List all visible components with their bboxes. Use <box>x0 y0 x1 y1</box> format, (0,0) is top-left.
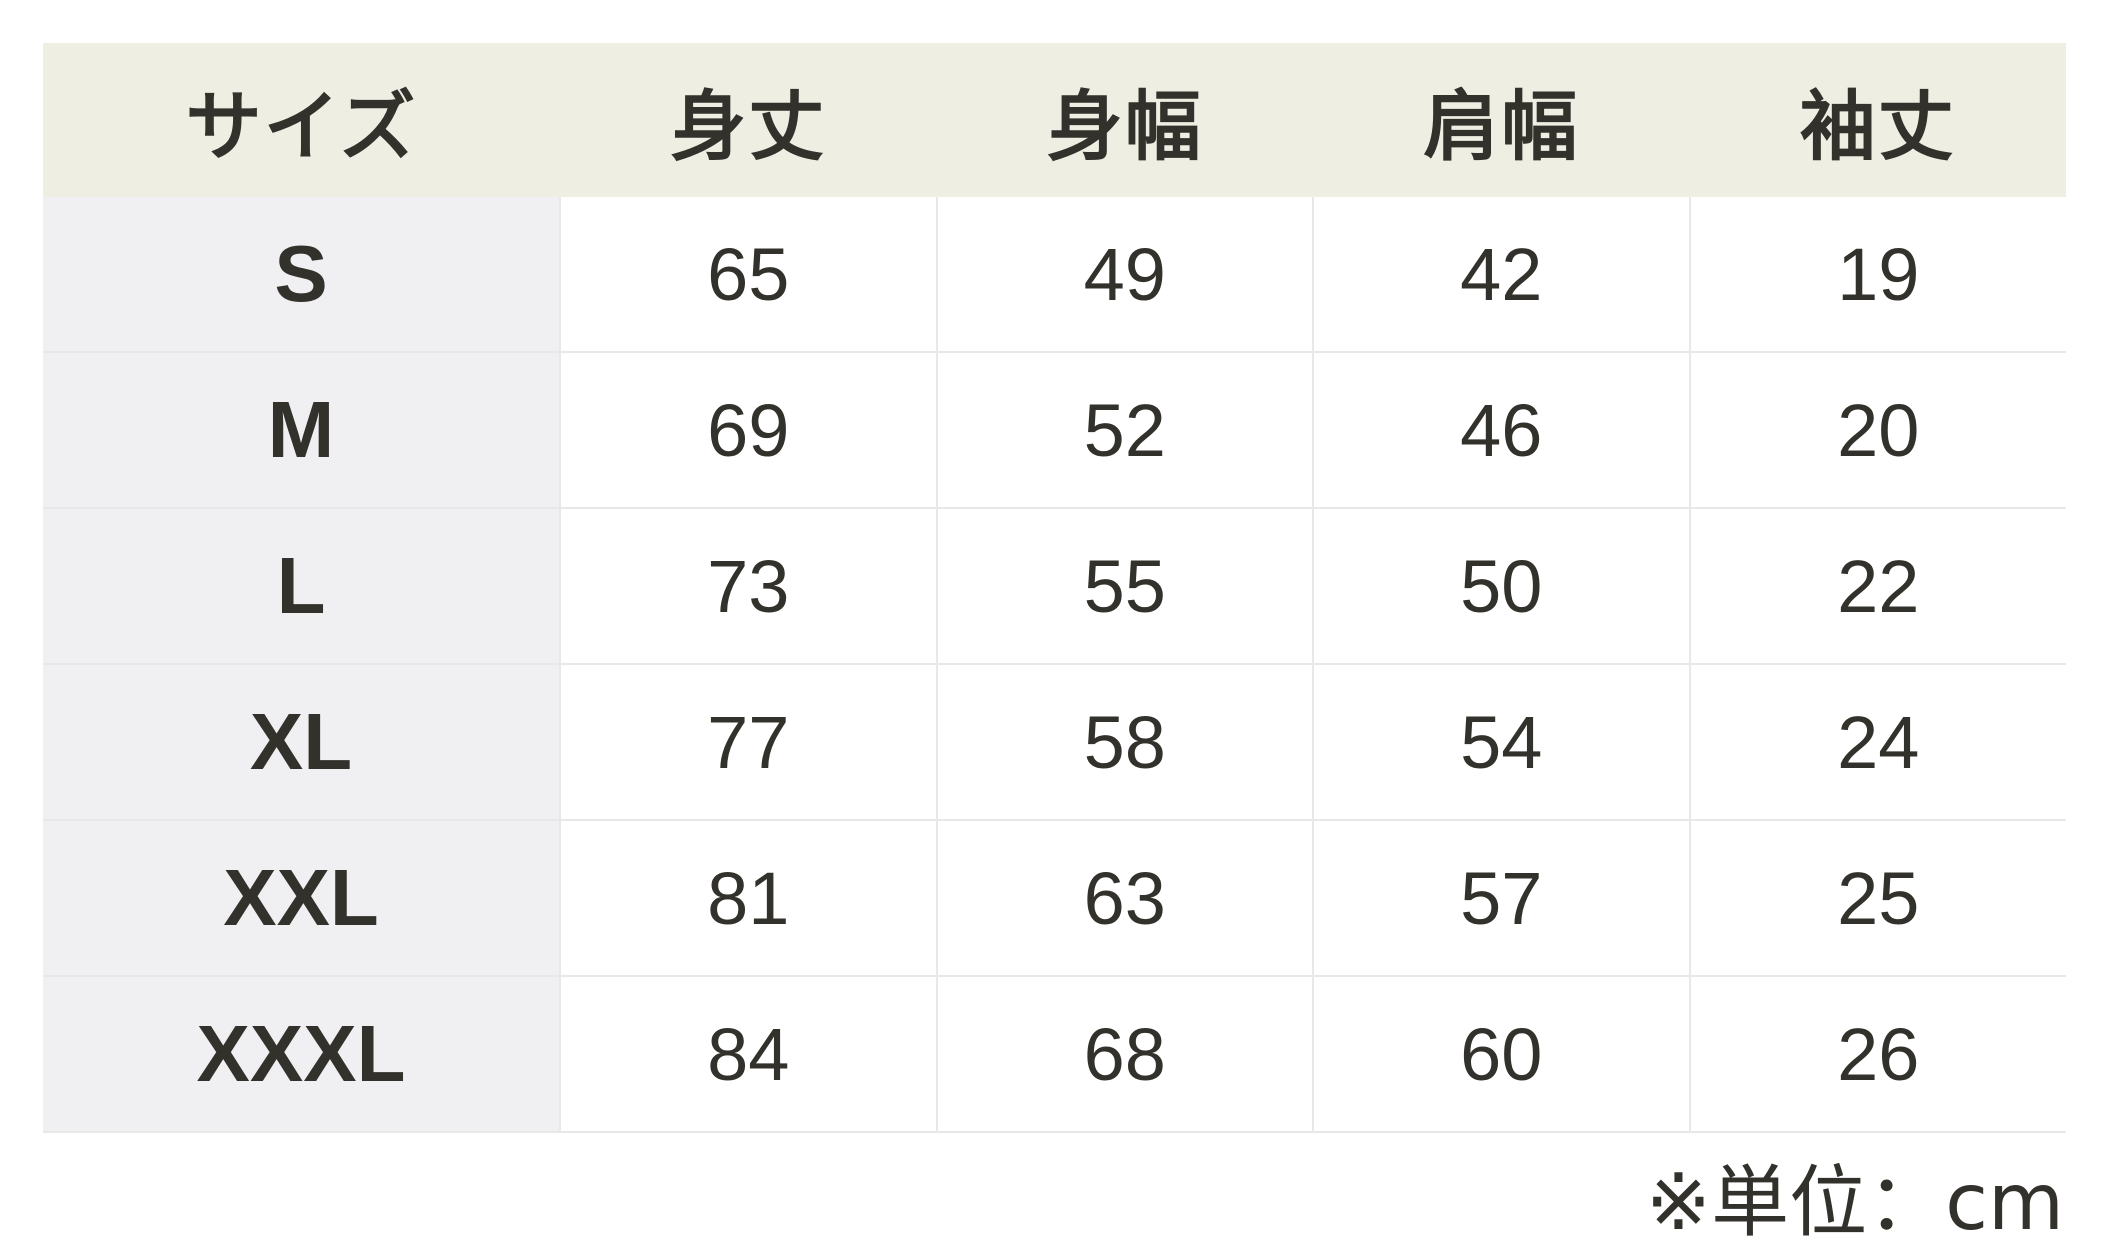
measurement-cell: 50 <box>1312 508 1690 665</box>
measurement-cell: 24 <box>1688 664 2066 821</box>
measurement-cell: 81 <box>559 820 937 977</box>
table-row: L 73 55 50 22 <box>43 508 2066 665</box>
measurement-cell: 19 <box>1688 197 2066 353</box>
size-label: XL <box>43 664 560 821</box>
measurement-cell: 84 <box>559 976 937 1133</box>
size-label: L <box>43 508 560 665</box>
measurement-cell: 69 <box>559 352 937 509</box>
size-label: S <box>43 197 560 353</box>
measurement-cell: 20 <box>1688 352 2066 509</box>
measurement-cell: 52 <box>935 352 1313 509</box>
table-row: S 65 49 42 19 <box>43 197 2066 353</box>
measurement-cell: 68 <box>935 976 1313 1133</box>
measurement-cell: 58 <box>935 664 1313 821</box>
unit-note: ※単位：cm <box>1645 1158 2064 1248</box>
table-row: XXXL 84 68 60 26 <box>43 976 2066 1133</box>
measurement-cell: 22 <box>1688 508 2066 665</box>
measurement-cell: 55 <box>935 508 1313 665</box>
measurement-cell: 73 <box>559 508 937 665</box>
measurement-cell: 60 <box>1312 976 1690 1133</box>
measurement-cell: 26 <box>1688 976 2066 1133</box>
header-size: サイズ <box>43 43 560 197</box>
table-row: XL 77 58 54 24 <box>43 664 2066 821</box>
measurement-cell: 25 <box>1688 820 2066 977</box>
size-chart-table: サイズ 身丈 身幅 肩幅 袖丈 S 65 49 42 19 M 69 52 46 20 L 73 55 5… <box>43 43 2066 1133</box>
measurement-cell: 49 <box>935 197 1313 353</box>
header-length: 身丈 <box>560 43 937 197</box>
header-width: 身幅 <box>936 43 1313 197</box>
table-row: XXL 81 63 57 25 <box>43 820 2066 977</box>
measurement-cell: 77 <box>559 664 937 821</box>
table-row: M 69 52 46 20 <box>43 352 2066 509</box>
size-label: XXL <box>43 820 560 977</box>
measurement-cell: 65 <box>559 197 937 353</box>
header-row: サイズ 身丈 身幅 肩幅 袖丈 <box>43 43 2066 197</box>
header-shoulder: 肩幅 <box>1313 43 1690 197</box>
measurement-cell: 46 <box>1312 352 1690 509</box>
measurement-cell: 42 <box>1312 197 1690 353</box>
measurement-cell: 54 <box>1312 664 1690 821</box>
size-label: M <box>43 352 560 509</box>
size-label: XXXL <box>43 976 560 1133</box>
measurement-cell: 57 <box>1312 820 1690 977</box>
header-sleeve: 袖丈 <box>1689 43 2066 197</box>
measurement-cell: 63 <box>935 820 1313 977</box>
